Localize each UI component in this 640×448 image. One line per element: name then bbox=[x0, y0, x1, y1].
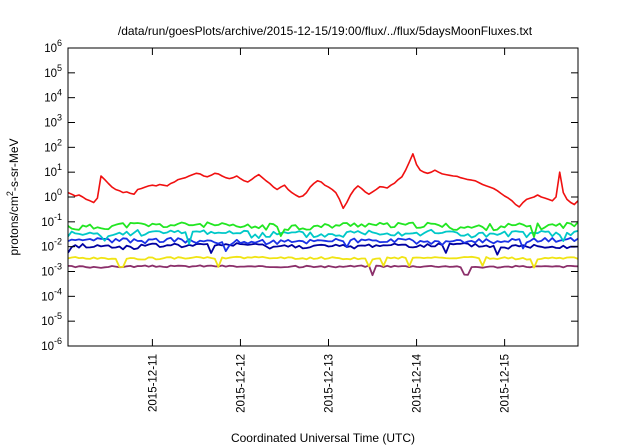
series-line bbox=[68, 242, 578, 256]
y-tick-label: 10-5 bbox=[41, 311, 62, 328]
series-line bbox=[68, 236, 578, 253]
y-tick-label: 10-3 bbox=[41, 262, 62, 279]
series-layer bbox=[68, 153, 578, 277]
y-tick-label: 101 bbox=[44, 162, 62, 179]
series-line bbox=[68, 221, 578, 238]
y-tick-label: 104 bbox=[44, 88, 62, 105]
plot-frame bbox=[67, 47, 579, 347]
series-line bbox=[68, 255, 578, 269]
y-tick-label: 10-6 bbox=[41, 336, 62, 353]
x-tick-label: 2015-12-11 bbox=[147, 354, 159, 412]
y-tick-label: 106 bbox=[44, 38, 62, 55]
series-line bbox=[68, 228, 578, 245]
series-line bbox=[68, 153, 578, 210]
y-tick-label: 103 bbox=[44, 113, 62, 130]
y-tick-label: 105 bbox=[44, 63, 62, 80]
y-tick-label: 102 bbox=[44, 137, 62, 154]
y-tick-label: 100 bbox=[44, 187, 62, 204]
axis-layer: 10-6 10-5 10-4 10-3 10-2 10-1 100 101 102 103 104 1… bbox=[41, 38, 578, 413]
y-axis-label: protons/cm2-s-sr-MeV bbox=[5, 138, 21, 255]
x-tick-label: 2015-12-13 bbox=[324, 354, 336, 413]
y-tick-label: 10-2 bbox=[41, 237, 62, 254]
x-axis-label: Coordinated Universal Time (UTC) bbox=[231, 431, 415, 445]
x-tick-label: 2015-12-14 bbox=[412, 353, 424, 412]
y-tick-label: 10-4 bbox=[41, 286, 62, 303]
x-tick-label: 2015-12-12 bbox=[235, 354, 247, 413]
chart-title: /data/run/goesPlots/archive/2015-12-15/1… bbox=[118, 24, 533, 38]
x-tick-label: 2015-12-15 bbox=[500, 354, 512, 413]
series-line bbox=[68, 264, 578, 277]
y-tick-label: 10-1 bbox=[41, 212, 62, 229]
